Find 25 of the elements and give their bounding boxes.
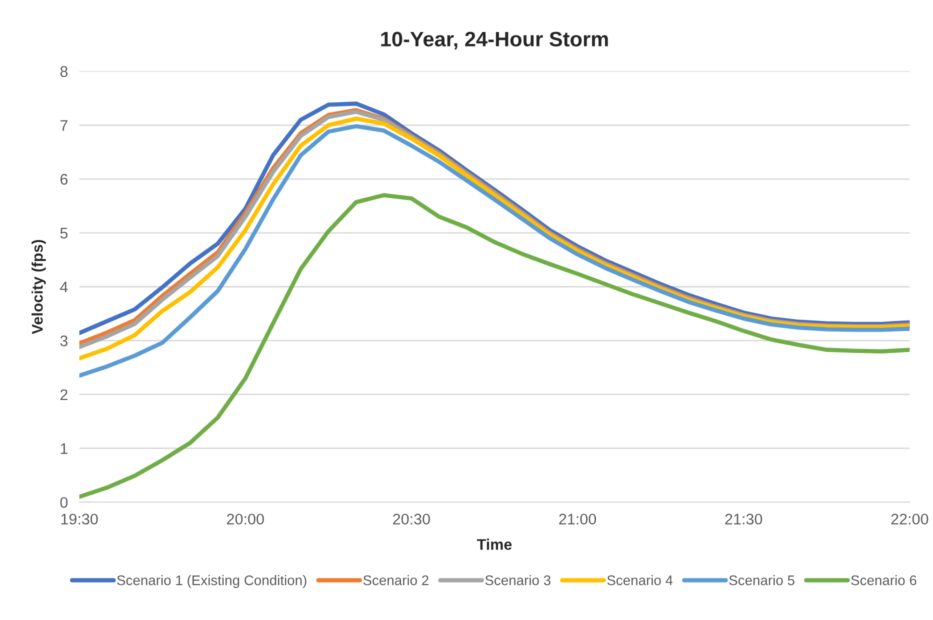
legend-label: Scenario 3 bbox=[485, 575, 550, 586]
chart-title: 10-Year, 24-Hour Storm bbox=[381, 32, 608, 50]
y-axis-title: Velocity (fps) bbox=[32, 240, 46, 334]
y-tick-label: 8 bbox=[60, 66, 68, 77]
x-tick-label: 21:00 bbox=[559, 514, 596, 525]
y-tick-label: 1 bbox=[60, 443, 68, 454]
x-tick-label: 19:30 bbox=[61, 514, 98, 525]
line-series bbox=[79, 193, 910, 499]
x-tick-label: 22:00 bbox=[891, 514, 928, 525]
x-tick-label: 20:30 bbox=[393, 514, 430, 525]
x-tick-label: 20:00 bbox=[227, 514, 264, 525]
legend-label: Scenario 1 (Existing Condition) bbox=[117, 575, 306, 588]
x-axis-title: Time bbox=[476, 538, 512, 550]
x-tick-label: 21:30 bbox=[725, 514, 762, 525]
y-tick-label: 6 bbox=[60, 174, 68, 185]
legend-label: Scenario 5 bbox=[729, 575, 794, 586]
y-tick-label: 5 bbox=[60, 228, 68, 239]
y-tick-label: 4 bbox=[60, 282, 68, 292]
y-tick-label: 0 bbox=[60, 497, 68, 508]
legend-label: Scenario 4 bbox=[607, 575, 673, 586]
legend-label: Scenario 6 bbox=[851, 575, 916, 586]
legend-label: Scenario 2 bbox=[363, 575, 428, 586]
y-tick-label: 3 bbox=[60, 335, 68, 346]
y-tick-label: 7 bbox=[60, 120, 68, 131]
y-tick-label: 2 bbox=[60, 389, 68, 400]
